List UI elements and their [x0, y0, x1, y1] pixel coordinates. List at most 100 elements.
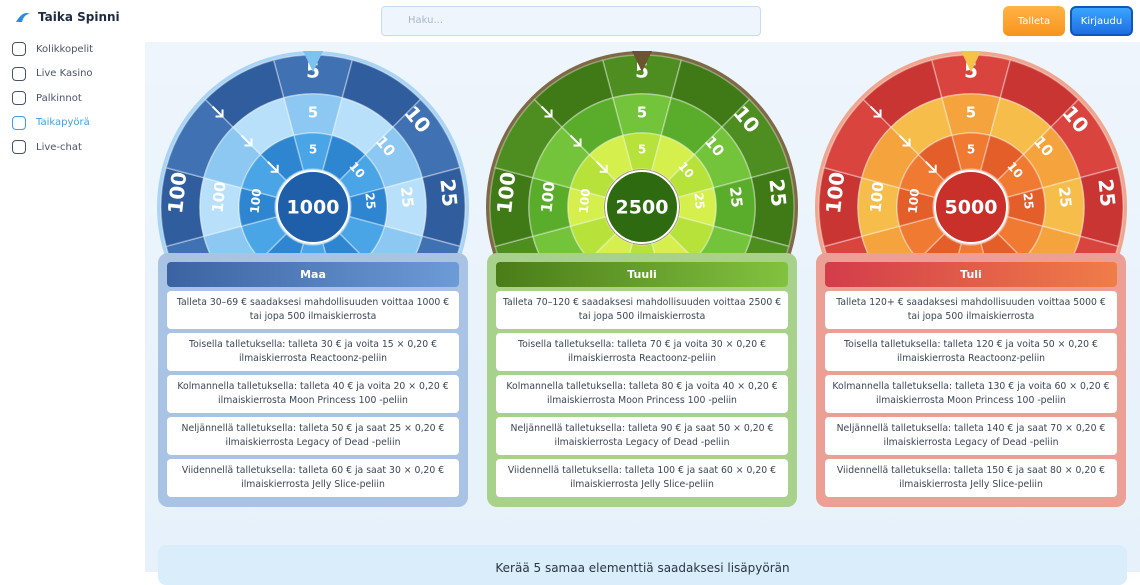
sidebar: Taika Spinni Kolikkopelit Live Kasino Palk…: [0, 0, 145, 572]
nav-icon: [12, 91, 26, 105]
brand-name: Taika Spinni: [38, 10, 120, 24]
nav-item[interactable]: Live-chat: [12, 140, 82, 154]
arrow-icon: [569, 134, 582, 147]
wheel-label: 5: [308, 104, 318, 122]
wheel-segment: [338, 153, 386, 199]
wheel-label: 100: [537, 181, 558, 214]
jackpot: 2500: [616, 197, 669, 219]
wheel-label: 5: [967, 143, 975, 157]
nav-icon: [12, 140, 26, 154]
nav-item[interactable]: Kolikkopelit: [12, 42, 93, 56]
wheel-segment: [1006, 186, 1046, 228]
wheel-center: [934, 170, 1008, 244]
wheel-segment: [348, 186, 388, 228]
wheel-label: 25: [764, 178, 791, 208]
card-title: Tuuli: [496, 262, 788, 287]
nav-item[interactable]: Taikapyörä: [12, 115, 90, 130]
card-row: Kolmannella talletuksella: talleta 130 €…: [825, 375, 1117, 413]
nav-icon: [12, 66, 26, 81]
wheel-label: 100: [492, 171, 520, 215]
pointer: [303, 51, 323, 72]
wheel-segment: [621, 132, 663, 172]
wheel-label: 5: [309, 143, 317, 157]
wheel-label: 100: [821, 171, 849, 215]
card-row: Toisella talletuksella: talleta 120 € ja…: [825, 333, 1117, 371]
wheel-label: 100: [163, 171, 191, 215]
wheel-segment: [569, 215, 617, 261]
arrow-icon: [240, 134, 253, 147]
prize-card: Tuli Talleta 120+ € saadaksesi mahdollisu…: [816, 253, 1126, 507]
wheel-segment: [569, 153, 617, 199]
card-row: Toisella talletuksella: talleta 30 € ja …: [167, 333, 459, 371]
card-title: Maa: [167, 262, 459, 287]
wheel-label: 5: [638, 143, 646, 157]
card-row: Viidennellä talletuksella: talleta 150 €…: [825, 459, 1117, 497]
wheel-label: 25: [1055, 186, 1075, 209]
wheel-center: [605, 170, 679, 244]
wheel-label: 25: [691, 192, 707, 210]
header-button[interactable]: Kirjaudu: [1070, 6, 1133, 36]
nav-label: Taikapyörä: [36, 117, 90, 128]
nav-item[interactable]: Palkinnot: [12, 91, 82, 105]
card-row: Viidennellä talletuksella: talleta 60 € …: [167, 459, 459, 497]
wheel-segment: [650, 134, 696, 182]
banner: Kerää 5 samaa elementtiä saadaksesi lisä…: [158, 545, 1127, 585]
arrow-icon: [869, 105, 882, 118]
wheel-center: [276, 170, 350, 244]
arrow-icon: [924, 160, 937, 173]
card-row: Neljännellä talletuksella: talleta 140 €…: [825, 417, 1117, 455]
card-row: Talleta 120+ € saadaksesi mahdollisuuden…: [825, 291, 1117, 329]
logo: [16, 13, 30, 22]
wheel-segment: [667, 153, 715, 199]
card-row: Talleta 30–69 € saadaksesi mahdollisuude…: [167, 291, 459, 329]
wheel-label: 25: [362, 192, 378, 210]
wheel-label: 100: [577, 188, 594, 214]
brand[interactable]: Taika Spinni: [14, 10, 120, 24]
arrow-icon: [898, 134, 911, 147]
card-row: Kolmannella talletuksella: talleta 40 € …: [167, 375, 459, 413]
pointer: [961, 51, 981, 72]
arrow-icon: [211, 105, 224, 118]
wheel-label: 5: [966, 104, 976, 122]
wheel-segment: [567, 186, 607, 228]
card-title: Tuli: [825, 262, 1117, 287]
prize-card: Maa Talleta 30–69 € saadaksesi mahdollisu…: [158, 253, 468, 507]
nav-item[interactable]: Live Kasino: [12, 66, 93, 81]
nav-icon: [12, 42, 26, 56]
jackpot: 5000: [945, 197, 998, 219]
nav-icon: [12, 115, 26, 130]
wheel-segment: [238, 186, 278, 228]
wheel-segment: [898, 215, 946, 261]
wheel-segment: [240, 215, 288, 261]
wheel-segment: [292, 132, 334, 172]
wheel-label: 25: [435, 178, 462, 208]
wheel-label: 100: [248, 188, 265, 214]
wheel-segment: [896, 186, 936, 228]
wheel-label: 100: [866, 181, 887, 214]
arrow-icon: [540, 105, 553, 118]
search-input[interactable]: Haku...: [381, 6, 761, 36]
wheel-segment: [950, 132, 992, 172]
card-row: Viidennellä talletuksella: talleta 100 €…: [496, 459, 788, 497]
prize-card: Tuuli Talleta 70–120 € saadaksesi mahdoll…: [487, 253, 797, 507]
header-button[interactable]: Talleta: [1003, 6, 1065, 36]
wheel-label: 5: [637, 104, 647, 122]
arrow-icon: [266, 160, 279, 173]
wheel-label: 25: [1093, 178, 1120, 208]
wheel-segment: [898, 153, 946, 199]
card-row: Talleta 70–120 € saadaksesi mahdollisuud…: [496, 291, 788, 329]
card-row: Toisella talletuksella: talleta 70 € ja …: [496, 333, 788, 371]
pointer: [632, 51, 652, 72]
wheel-label: 25: [397, 186, 417, 209]
card-row: Neljännellä talletuksella: talleta 90 € …: [496, 417, 788, 455]
nav-label: Kolikkopelit: [36, 43, 94, 55]
wheel-segment: [996, 153, 1044, 199]
wheel-label: 100: [208, 181, 229, 214]
nav-label: Palkinnot: [36, 92, 82, 104]
card-row: Neljännellä talletuksella: talleta 50 € …: [167, 417, 459, 455]
wheel-label: 25: [726, 186, 746, 209]
wheel-segment: [240, 153, 288, 199]
wheel-segment: [588, 134, 634, 182]
arrow-icon: [595, 160, 608, 173]
